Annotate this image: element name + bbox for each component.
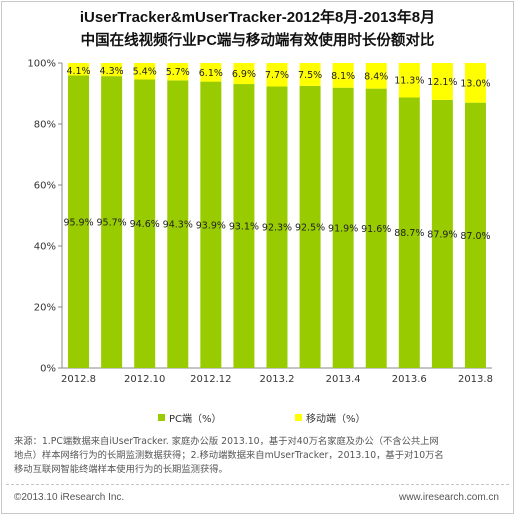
source-note-line3: 移动互联网智能终端样本使用行为的长期监测获得。 [14,464,228,475]
bar-mobile [200,63,222,82]
bar-mobile [365,63,387,89]
bar-pc [332,87,354,368]
bar-pc [464,102,486,369]
bar-pc [68,75,90,368]
data-label-mobile: 5.7% [166,67,190,78]
bar-pc [398,97,420,368]
x-tick-label: 2012.12 [190,374,231,385]
data-label-pc: 92.5% [295,222,325,233]
bar-mobile [167,63,189,81]
chart-title-line2: 中国在线视频行业PC端与移动端有效使用时长份额对比 [80,33,435,49]
bar-pc [431,99,453,368]
y-tick-label: 80% [34,120,56,131]
data-label-mobile: 8.4% [364,71,388,82]
data-label-pc: 93.1% [229,222,259,233]
bar-mobile [101,63,123,77]
website-link[interactable]: www.iresearch.com.cn [398,492,499,503]
legend-label-mobile: 移动端（%） [306,414,366,425]
x-tick-label: 2013.6 [392,374,427,385]
x-tick-label: 2013.8 [458,374,493,385]
data-label-mobile: 12.1% [427,77,457,88]
bar-mobile [134,63,156,80]
bar-pc [134,79,156,368]
x-tick-label: 2012.8 [61,374,96,385]
source-note-line2: 地点）样本网络行为的长期监测数据获得；2.移动端数据来自mUserTracker… [14,450,444,461]
bar-mobile [68,63,90,76]
bar-pc [167,80,189,368]
data-label-pc: 95.7% [97,218,127,229]
chart-title-line1: iUserTracker&mUserTracker-2012年8月-2013年8… [79,9,436,26]
x-tick-label: 2013.4 [326,374,361,385]
y-tick-label: 40% [34,242,56,253]
bar-pc [200,81,222,368]
data-label-mobile: 8.1% [331,71,355,82]
y-tick-label: 100% [27,59,56,70]
data-label-pc: 91.9% [328,223,358,234]
bar-pc [101,76,123,369]
data-label-pc: 87.0% [460,231,490,242]
bar-pc [233,84,255,369]
x-tick-label: 2013.2 [260,374,295,385]
bar-pc [299,85,321,368]
x-tick-label: 2012.10 [124,374,165,385]
legend-item-mobile: 移动端（%） [295,410,366,425]
bar-mobile [431,63,453,100]
footer-divider [6,484,509,485]
bar-mobile [464,63,486,103]
data-label-pc: 88.7% [394,228,424,239]
source-note: 来源：1.PC端数据来自iUserTracker. 家庭办公版 2013.10，… [14,435,506,477]
data-label-pc: 94.3% [163,220,193,231]
data-label-pc: 93.9% [196,220,226,231]
stacked-bar-chart: 0% 20% 40% 60% 80% 100% 95.9% 4.1% 95.7% 4.3% 94.6… [27,59,493,386]
data-label-pc: 94.6% [130,219,160,230]
source-note-line1: 来源：1.PC端数据来自iUserTracker. 家庭办公版 2013.10，… [14,436,439,447]
legend-swatch-pc [158,414,165,421]
data-label-mobile: 7.5% [298,70,322,81]
y-tick-label: 60% [34,181,56,192]
legend-swatch-mobile [295,414,302,421]
data-label-mobile: 13.0% [460,78,490,89]
bar-mobile [266,63,288,87]
bar-mobile [332,63,354,88]
bar-pc [365,88,387,369]
data-label-mobile: 6.1% [199,68,223,79]
data-label-mobile: 6.9% [232,69,256,80]
data-label-pc: 87.9% [427,229,457,240]
data-label-mobile: 11.3% [394,76,424,87]
data-label-mobile: 4.3% [100,66,124,77]
copyright-text: ©2013.10 iResearch Inc. [14,492,125,503]
data-label-pc: 95.9% [63,217,93,228]
data-label-mobile: 7.7% [265,70,289,81]
bar-mobile [233,63,255,85]
y-tick-label: 0% [40,364,56,375]
bar-mobile [299,63,321,86]
bar-mobile [398,63,420,98]
chart-legend: PC端（%） 移动端（%） [0,410,515,426]
legend-item-pc: PC端（%） [158,410,222,425]
data-label-mobile: 5.4% [133,67,157,78]
data-label-pc: 92.3% [262,223,292,234]
y-tick-label: 20% [34,303,56,314]
bar-pc [266,86,288,369]
legend-label-pc: PC端（%） [169,414,222,425]
data-label-pc: 91.6% [361,224,391,235]
data-label-mobile: 4.1% [66,66,90,77]
